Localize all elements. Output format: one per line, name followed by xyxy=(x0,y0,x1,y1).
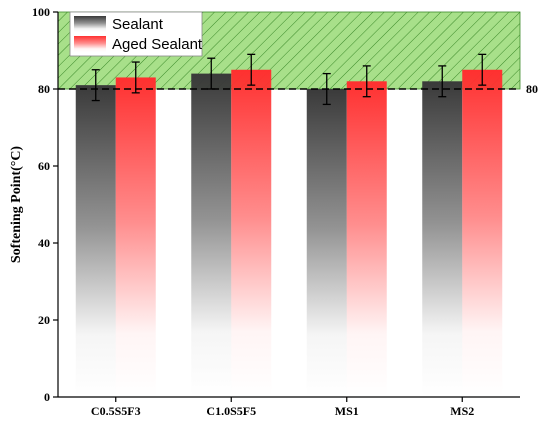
y-tick-label: 100 xyxy=(32,5,50,19)
y-tick-label: 40 xyxy=(38,236,50,250)
plot-area: 80 xyxy=(57,11,538,398)
legend-label: Aged Sealant xyxy=(112,36,203,53)
bar-c10s5f5-aged-sealant xyxy=(231,69,272,397)
bar-ms1-sealant xyxy=(306,89,347,397)
y-tick-label: 80 xyxy=(38,82,50,96)
y-tick-label: 0 xyxy=(44,390,50,404)
bar-ms1-aged-sealant xyxy=(346,81,387,398)
bar-ms2-sealant xyxy=(422,81,463,398)
bar-c05s5f3-sealant xyxy=(75,85,116,398)
legend-swatch xyxy=(74,16,106,32)
x-tick-label: C1.0S5F5 xyxy=(206,404,256,418)
legend-label: Sealant xyxy=(112,16,164,33)
axes: 0 20 40 60 80 100 C0.5S5F3 C1.0S5F5 MS1 MS2 xyxy=(32,5,520,418)
bar-c05s5f3-aged-sealant xyxy=(115,77,156,397)
bar-ms2-aged-sealant xyxy=(462,69,503,397)
legend: Sealant Aged Sealant xyxy=(69,11,203,57)
x-tick-label: MS2 xyxy=(450,404,474,418)
x-tick-label: C0.5S5F3 xyxy=(91,404,141,418)
x-tick-label: MS1 xyxy=(335,404,359,418)
bar-c10s5f5-sealant xyxy=(191,73,232,397)
legend-swatch xyxy=(74,36,106,52)
y-tick-label: 20 xyxy=(38,313,50,327)
y-axis-title: Softening Point(°C) xyxy=(9,146,24,264)
reference-line-label: 80 xyxy=(526,82,538,96)
y-tick-label: 60 xyxy=(38,159,50,173)
